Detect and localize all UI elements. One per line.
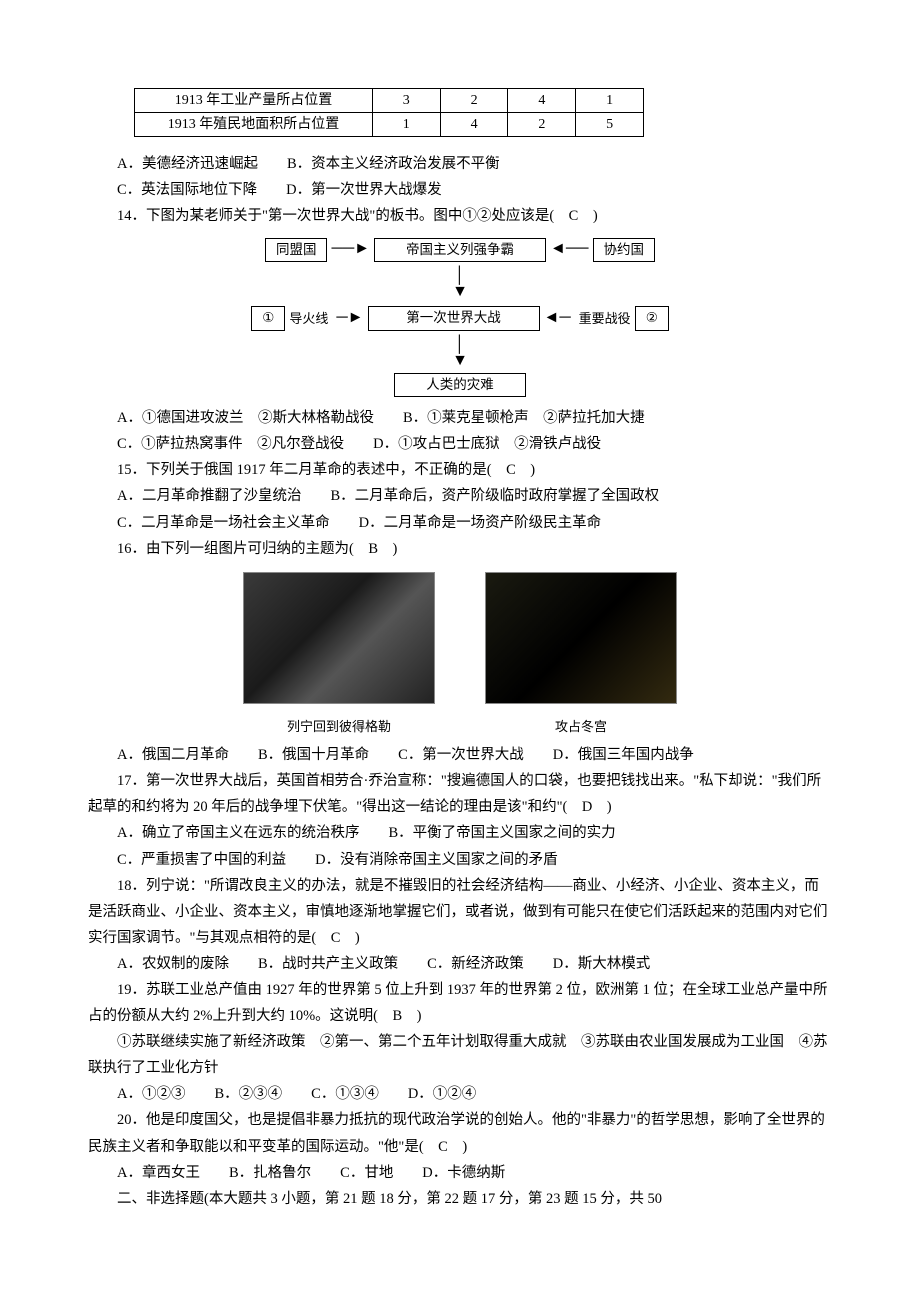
cell: 3 <box>372 89 440 113</box>
diagram-box-disaster: 人类的灾难 <box>394 373 526 397</box>
section2-heading: 二、非选择题(本大题共 3 小题，第 21 题 18 分，第 22 题 17 分… <box>88 1186 832 1212</box>
lenin-return-image <box>243 572 435 704</box>
table-row: 1913 年工业产量所占位置 3 2 4 1 <box>135 89 644 113</box>
q13-options-line2: C．英法国际地位下降 D．第一次世界大战爆发 <box>88 177 832 203</box>
q18-paragraph: 18．列宁说："所谓改良主义的办法，就是不摧毁旧的社会经济结构——商业、小经济、… <box>88 873 832 951</box>
q16-image-pair: 列宁回到彼得格勒 攻占冬宫 <box>88 572 832 738</box>
q20-options-line1: A．章西女王 B．扎格鲁尔 C．甘地 D．卡德纳斯 <box>88 1160 832 1186</box>
diagram-label-battle: 重要战役 <box>575 307 635 330</box>
q20-paragraph: 20．他是印度国父，也是提倡非暴力抵抗的现代政治学说的创始人。他的"非暴力"的哲… <box>88 1107 832 1159</box>
q19-paragraph1: 19．苏联工业总产值由 1927 年的世界第 5 位上升到 1937 年的世界第… <box>88 977 832 1029</box>
q14-options-line1: A．①德国进攻波兰 ②斯大林格勒战役 B．①莱克星顿枪声 ②萨拉托加大捷 <box>88 405 832 431</box>
arrow-left-icon: ◄─ <box>540 304 575 333</box>
cell: 2 <box>440 89 508 113</box>
arrow-right-icon: ──► <box>327 235 374 264</box>
q19-options-line1: A．①②③ B．②③④ C．①③④ D．①②④ <box>88 1081 832 1107</box>
row-label: 1913 年殖民地面积所占位置 <box>135 113 373 137</box>
q15-stem: 15．下列关于俄国 1917 年二月革命的表述中，不正确的是( C ) <box>88 457 832 483</box>
cell: 4 <box>440 113 508 137</box>
q16-stem: 16．由下列一组图片可归纳的主题为( B ) <box>88 536 832 562</box>
cell: 1 <box>372 113 440 137</box>
image-caption-right: 攻占冬宫 <box>485 715 677 738</box>
q14-options-line2: C．①萨拉热窝事件 ②凡尔登战役 D．①攻占巴士底狱 ②滑铁卢战役 <box>88 431 832 457</box>
diagram-box-allies1: 同盟国 <box>265 238 328 262</box>
cell: 2 <box>508 113 576 137</box>
q13-options-line1: A．美德经济迅速崛起 B．资本主义经济政治发展不平衡 <box>88 151 832 177</box>
q17-paragraph: 17．第一次世界大战后，英国首相劳合·乔治宣称："搜遍德国人的口袋，也要把钱找出… <box>88 768 832 820</box>
diagram-box-two: ② <box>635 306 669 330</box>
cell: 4 <box>508 89 576 113</box>
q15-options-line1: A．二月革命推翻了沙皇统治 B．二月革命后，资产阶级临时政府掌握了全国政权 <box>88 483 832 509</box>
q15-options-line2: C．二月革命是一场社会主义革命 D．二月革命是一场资产阶级民主革命 <box>88 510 832 536</box>
diagram-box-imperialism: 帝国主义列强争霸 <box>374 238 546 262</box>
image-caption-left: 列宁回到彼得格勒 <box>243 715 435 738</box>
arrow-down-icon: │▼ <box>380 337 540 369</box>
cell: 5 <box>576 113 644 137</box>
arrow-right-icon: ─► <box>332 304 367 333</box>
diagram-box-ww1: 第一次世界大战 <box>368 306 540 330</box>
q14-stem: 14．下图为某老师关于"第一次世界大战"的板书。图中①②处应该是( C ) <box>88 203 832 229</box>
arrow-down-icon: │▼ <box>380 268 540 300</box>
table-row: 1913 年殖民地面积所占位置 1 4 2 5 <box>135 113 644 137</box>
q16-options: A．俄国二月革命 B．俄国十月革命 C．第一次世界大战 D．俄国三年国内战争 <box>88 742 832 768</box>
row-label: 1913 年工业产量所占位置 <box>135 89 373 113</box>
ranking-table: 1913 年工业产量所占位置 3 2 4 1 1913 年殖民地面积所占位置 1… <box>134 88 644 137</box>
ww1-diagram: 同盟国 ──► 帝国主义列强争霸 ◄── 协约国 │▼ ① 导火线 ─► 第一次… <box>205 235 715 397</box>
arrow-left-icon: ◄── <box>546 235 593 264</box>
diagram-box-one: ① <box>251 306 285 330</box>
diagram-box-entente: 协约国 <box>593 238 656 262</box>
diagram-label-fuse: 导火线 <box>285 307 332 330</box>
winter-palace-image <box>485 572 677 704</box>
q17-options-line2: C．严重损害了中国的利益 D．没有消除帝国主义国家之间的矛盾 <box>88 847 832 873</box>
q17-options-line1: A．确立了帝国主义在远东的统治秩序 B．平衡了帝国主义国家之间的实力 <box>88 820 832 846</box>
q18-options-line1: A．农奴制的废除 B．战时共产主义政策 C．新经济政策 D．斯大林模式 <box>88 951 832 977</box>
cell: 1 <box>576 89 644 113</box>
q19-paragraph2: ①苏联继续实施了新经济政策 ②第一、第二个五年计划取得重大成就 ③苏联由农业国发… <box>88 1029 832 1081</box>
